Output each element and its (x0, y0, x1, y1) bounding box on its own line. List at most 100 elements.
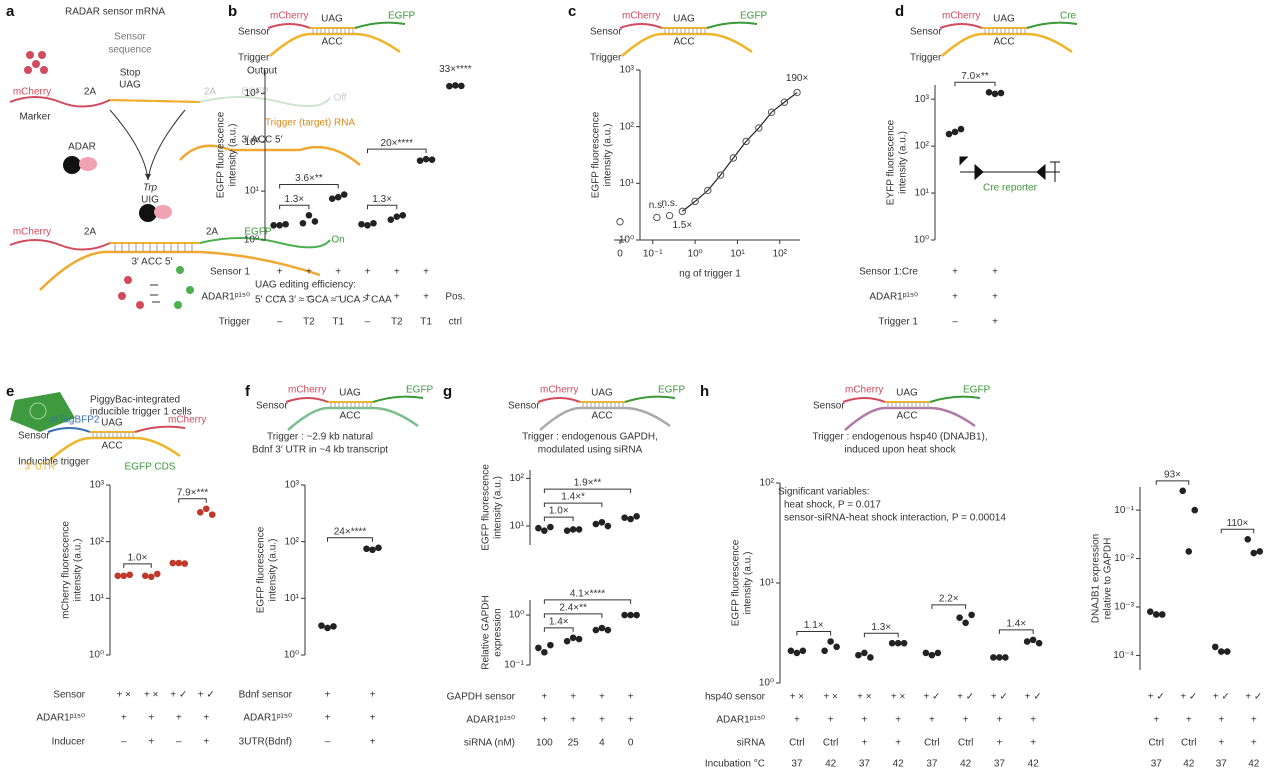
row-value: + (996, 738, 1002, 749)
y-tick-label: 10¹ (915, 188, 930, 199)
bracket-label: 1.4× (1006, 619, 1026, 630)
data-point (330, 623, 337, 630)
x-tick-label: 10¹ (730, 249, 745, 260)
data-point (855, 651, 862, 659)
label: Trigger (target) RNA (265, 118, 356, 129)
schematic-label: ACC (339, 411, 360, 422)
x-tick-label: 10⁰ (688, 249, 703, 260)
data-point (633, 513, 640, 520)
note: EGFP CDS (125, 462, 176, 473)
data-point (399, 212, 407, 219)
data-point (375, 544, 382, 552)
row-value: + ✓ (198, 690, 215, 701)
data-point (147, 573, 155, 581)
data-point (729, 154, 738, 162)
data-point (1217, 648, 1225, 655)
row-value: 4 (599, 738, 605, 749)
row-value: + (895, 738, 901, 749)
schematic-label: Sensor (508, 401, 540, 412)
data-point (541, 527, 548, 534)
hybrid (887, 402, 929, 408)
schematic-label: EGFP (740, 11, 768, 22)
row-label: ADAR1ᵖ¹⁵⁰ (243, 713, 292, 724)
bracket-label: 7.0×** (961, 71, 989, 82)
data-point (452, 82, 459, 89)
trend-segment (771, 101, 785, 113)
data-point (299, 219, 307, 227)
y-tick-label: 10² (285, 536, 300, 547)
data-point (446, 82, 453, 90)
row-value: + (996, 715, 1002, 726)
label: EGFP (244, 227, 272, 238)
schematic-label: EGFP (406, 385, 434, 396)
bracket (123, 563, 152, 568)
data-point (141, 572, 149, 580)
bracket-label: 33×**** (439, 64, 472, 75)
data-point (1023, 638, 1031, 645)
bracket-label: 1.4× (549, 616, 569, 627)
row-label: Bdnf sensor (239, 690, 293, 701)
panel-letter: c (568, 3, 576, 20)
note: 3′ UTR (25, 462, 56, 473)
y-tick-label: 10² (90, 536, 105, 547)
bracket-label: 1.3× (871, 622, 891, 633)
sensor-left (537, 397, 581, 403)
y-tick-label: 10¹ (510, 521, 525, 532)
row-value: + (992, 267, 998, 278)
x-tick-label: 10² (773, 249, 788, 260)
annotation: 1.5× (672, 220, 692, 231)
data-point (957, 125, 965, 133)
row-value: 37 (926, 759, 938, 769)
row-value: – (952, 317, 958, 328)
trigger-rna (179, 144, 361, 166)
data-point (1185, 548, 1193, 555)
y-tick-label: 10⁰ (284, 650, 299, 661)
data-point (569, 526, 577, 533)
data-point (621, 514, 628, 521)
sensor-left (47, 427, 91, 433)
row-value: – (277, 292, 283, 303)
bracket (178, 498, 207, 503)
x-tick-label: 0 (617, 249, 623, 260)
row-value: + × (117, 690, 132, 701)
row-label: GAPDH sensor (447, 692, 516, 703)
trend-segment (694, 189, 709, 202)
row-value: + (148, 713, 154, 724)
row-value: + ✓ (1245, 692, 1262, 703)
row-value: + (952, 292, 958, 303)
data-point (996, 654, 1003, 661)
hybrid (92, 432, 134, 438)
row-value: + (628, 715, 634, 726)
row-label: Incubation °C (705, 759, 765, 769)
data-point (324, 624, 331, 632)
data-point (208, 511, 216, 518)
note: inducible trigger 1 cells (90, 407, 192, 418)
row-value: + ✓ (923, 692, 940, 703)
bracket-label: 1.0× (128, 553, 148, 564)
y-axis-label: intensity (a.u.) (898, 131, 909, 194)
data-point (175, 559, 183, 567)
dots (24, 51, 48, 74)
dots (118, 266, 194, 309)
row-label: ADAR1ᵖ¹⁵⁰ (36, 713, 85, 724)
data-point (997, 89, 1005, 97)
row-value: + (1153, 715, 1159, 726)
row-value: + (570, 715, 576, 726)
row-label: ADAR1ᵖ¹⁵⁰ (716, 715, 765, 726)
bracket-label: 20×**** (381, 138, 414, 149)
data-point (604, 626, 612, 634)
data-point (181, 560, 189, 567)
y-axis-label: Relative GAPDH (481, 595, 492, 669)
data-point (328, 195, 336, 202)
bracket-label: 2.2× (939, 594, 959, 605)
adar (154, 205, 172, 219)
bracket (543, 502, 603, 508)
row-value: 100 (536, 738, 553, 749)
note: PiggyBac-integrated (90, 395, 180, 406)
row-value: + (895, 715, 901, 726)
row-value: – (325, 737, 331, 748)
y-tick-label: 10³ (90, 480, 105, 491)
y-axis-label: relative to GAPDH (1103, 538, 1114, 620)
y-axis-label: intensity (a.u.) (743, 552, 754, 615)
schematic-label: Sensor (18, 431, 50, 442)
